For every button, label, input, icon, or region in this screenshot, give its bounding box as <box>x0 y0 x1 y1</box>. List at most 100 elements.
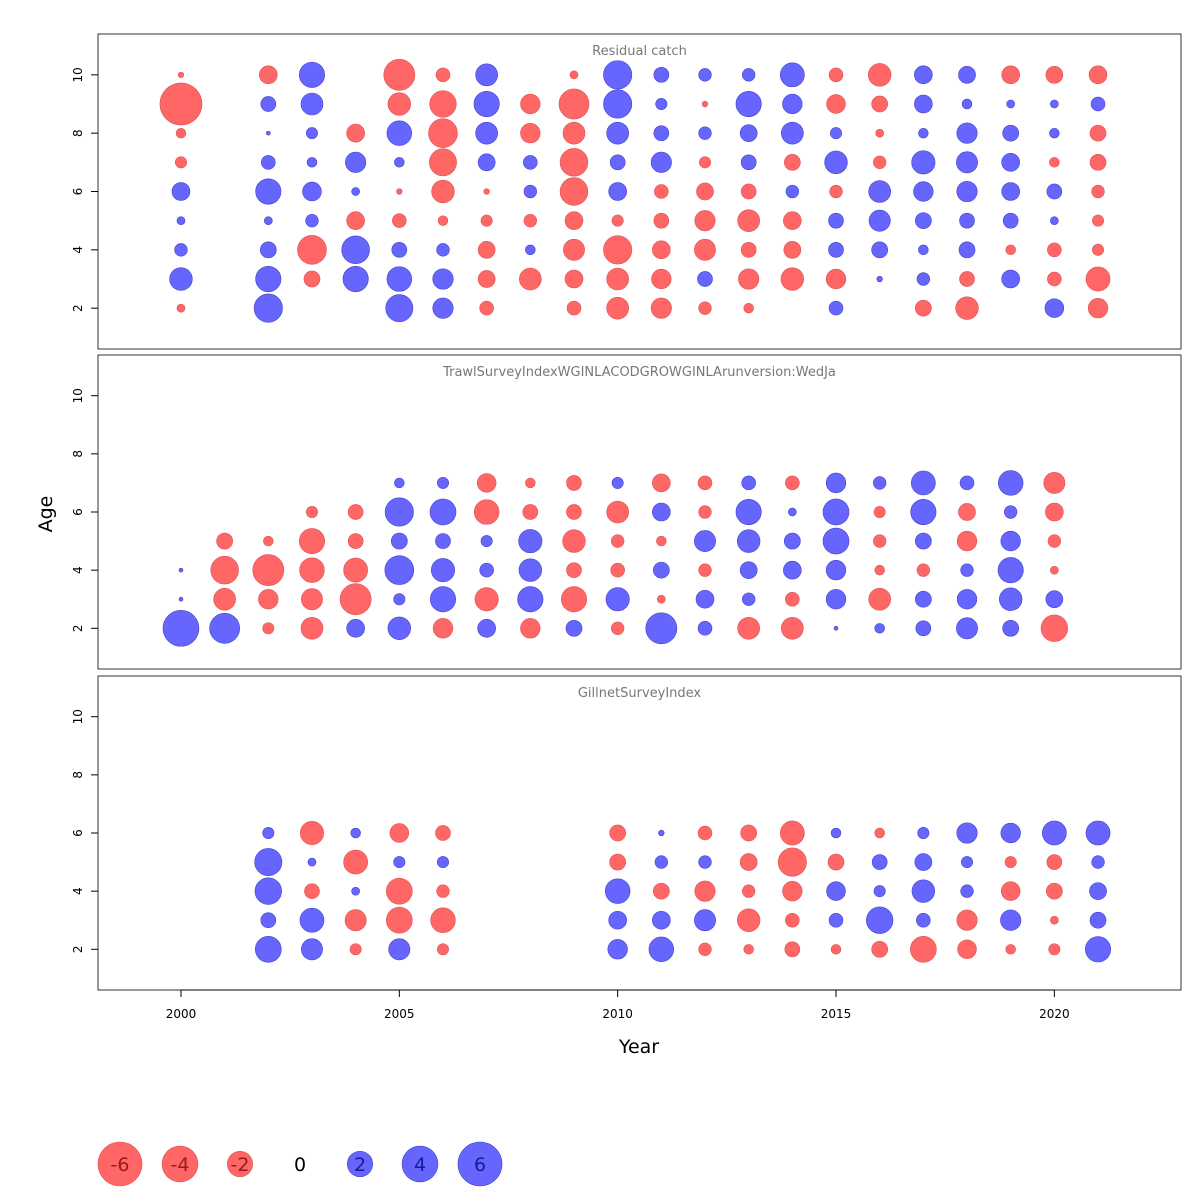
residual-bubble <box>782 93 803 115</box>
residual-bubble <box>784 532 801 550</box>
y-axis-title: Age <box>35 496 57 533</box>
x-axis-title: Year <box>618 1036 659 1058</box>
x-tick-label: 2000 <box>166 1007 197 1021</box>
y-tick-label: 6 <box>71 829 85 837</box>
residual-bubble <box>916 563 931 577</box>
residual-bubble <box>389 823 410 843</box>
residual-bubble <box>385 294 414 323</box>
residual-bubble <box>386 877 413 905</box>
residual-bubble <box>606 500 629 524</box>
legend-label: -2 <box>231 1154 250 1176</box>
residual-bubble <box>430 558 455 583</box>
residual-bubble <box>299 907 325 933</box>
residual-bubble <box>341 235 370 265</box>
residual-bubble <box>697 475 713 491</box>
residual-bubble <box>1043 471 1066 494</box>
residual-bubble <box>873 885 886 898</box>
residual-bubble <box>910 935 937 963</box>
residual-bubble <box>1046 854 1063 870</box>
residual-bubble <box>825 560 847 581</box>
residual-bubble <box>742 592 756 606</box>
residual-bubble <box>475 63 498 87</box>
residual-bubble <box>830 127 842 140</box>
legend-label: 0 <box>294 1154 306 1176</box>
x-axis: 2000 2005 2010 2015 2020 <box>166 989 1070 1021</box>
y-tick-label: 10 <box>71 709 85 724</box>
residual-bubble <box>956 122 978 144</box>
residual-bubble <box>343 557 368 583</box>
residual-bubble <box>654 184 669 199</box>
residual-bubble <box>344 909 367 932</box>
residual-bubble <box>696 182 714 201</box>
legend-label: -4 <box>171 1154 190 1176</box>
residual-bubble <box>258 589 279 610</box>
residual-bubble <box>1049 157 1060 168</box>
residual-bubble <box>523 214 537 228</box>
residual-bubble <box>645 612 678 645</box>
residual-bubble <box>737 616 760 640</box>
residual-bubble <box>783 241 802 259</box>
residual-bubble <box>698 68 712 82</box>
residual-bubble <box>1089 911 1107 929</box>
residual-bubble <box>519 267 542 291</box>
residual-bubble <box>386 266 412 292</box>
residual-bubble <box>652 502 671 522</box>
residual-bubble <box>393 856 406 869</box>
residual-bubble <box>216 532 233 550</box>
residual-bubble <box>876 275 883 283</box>
residual-bubble <box>1091 855 1105 869</box>
residual-bubble <box>651 268 672 290</box>
panel-2: TrawlSurveyIndexWGINLACODGROWGINLArunver… <box>71 354 1182 670</box>
residual-bubble <box>828 67 844 83</box>
residual-bubble <box>1092 214 1105 227</box>
residual-bubble <box>303 270 321 288</box>
residual-bubble <box>262 622 275 635</box>
residual-bubble <box>874 564 885 576</box>
y-tick-label: 8 <box>71 129 85 137</box>
residual-bubble <box>785 591 800 607</box>
residual-bubble <box>435 67 451 83</box>
residual-bubble <box>1006 99 1016 109</box>
residual-bubble <box>780 267 805 291</box>
residual-bubble <box>871 241 889 259</box>
residual-bubble <box>871 95 889 113</box>
residual-bubble <box>1004 505 1018 519</box>
residual-bubble <box>916 912 931 928</box>
residual-bubble <box>350 827 361 839</box>
residual-bubble <box>875 128 884 138</box>
residual-bubble <box>871 940 889 958</box>
residual-bubble <box>480 535 493 548</box>
panel-title: GillnetSurveyIndex <box>578 686 702 701</box>
residual-bubble <box>1046 882 1063 900</box>
residual-bubble <box>611 621 625 635</box>
residual-bubble <box>915 212 932 229</box>
bubbles <box>159 58 1111 323</box>
residual-bubble <box>1045 502 1064 522</box>
residual-bubble <box>959 271 975 287</box>
residual-bubble <box>960 563 974 577</box>
residual-bubble <box>263 535 274 547</box>
residual-bubble <box>263 216 273 225</box>
residual-bubble <box>694 210 716 232</box>
residual-bubble <box>523 155 538 170</box>
residual-bubble <box>737 908 761 932</box>
residual-bubble <box>740 824 758 842</box>
residual-bubble <box>1046 183 1063 200</box>
legend-bubble <box>457 1141 503 1187</box>
residual-bubble <box>956 151 978 174</box>
residual-bubble <box>388 938 411 961</box>
residual-bubble <box>1002 212 1019 229</box>
size-legend: -6 -4 -2 0 2 4 6 <box>97 1141 503 1187</box>
residual-bubble <box>658 829 665 837</box>
residual-bubble <box>477 153 496 172</box>
residual-bubble <box>739 124 758 142</box>
residual-bubble <box>697 271 713 287</box>
residual-bubble <box>518 529 543 554</box>
residual-bubble <box>302 181 322 202</box>
legend-label: 2 <box>354 1154 366 1176</box>
residual-bubble <box>1047 242 1062 258</box>
residual-bubble <box>828 212 844 229</box>
residual-bubble <box>822 498 850 526</box>
residual-bubble <box>384 497 414 527</box>
residual-bubble <box>259 65 278 85</box>
